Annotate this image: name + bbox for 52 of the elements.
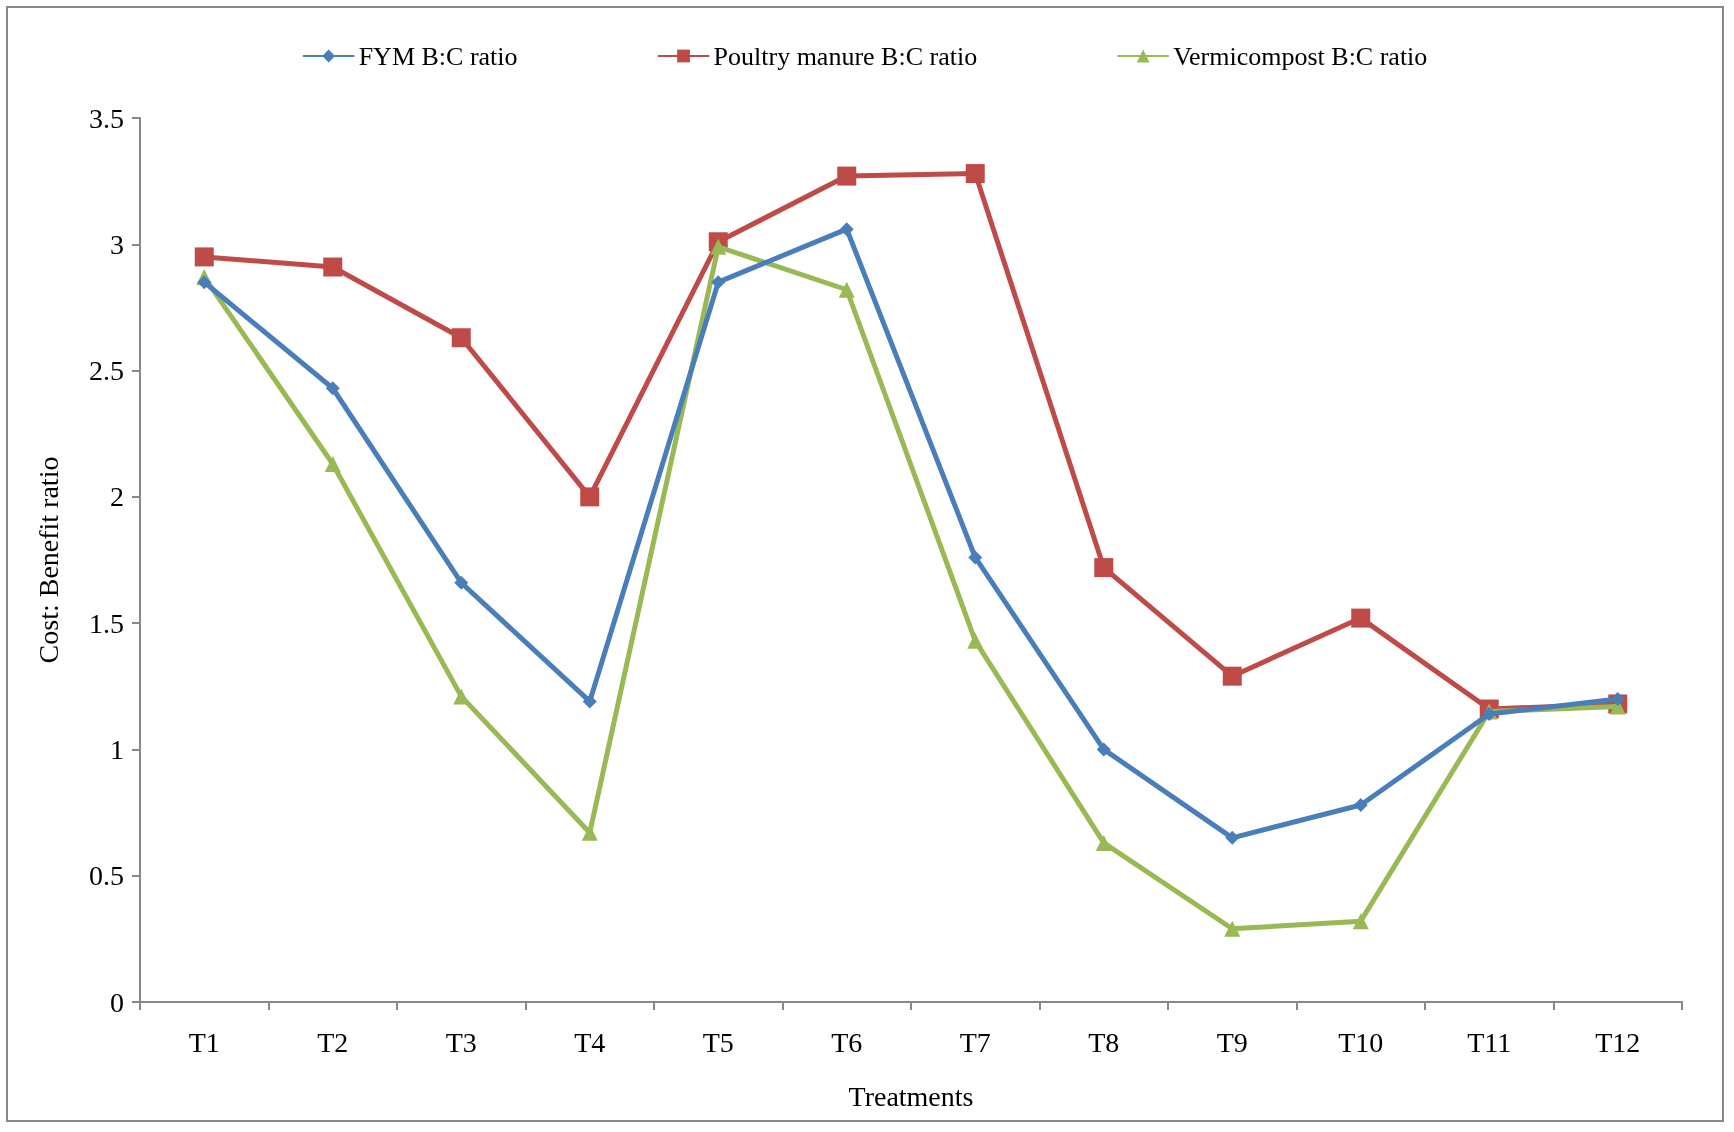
x-tick-label: T10 [1338,1026,1384,1058]
y-tick-label: 2 [110,481,124,513]
y-tick-label: 0 [110,986,124,1018]
point [839,222,854,237]
point [837,166,857,186]
point [1351,608,1371,628]
y-tick-label: 1 [110,733,124,765]
point [710,238,727,255]
x-tick-label: T9 [1216,1026,1248,1058]
point [967,632,984,649]
y-tick-label: 2.5 [89,355,124,387]
y-tick-label: 3 [110,228,124,260]
y-axis-title: Cost: Benefit ratio [32,456,64,664]
point [965,164,985,184]
point [1352,913,1369,930]
y-tick-label: 3.5 [89,102,124,134]
point [838,281,855,298]
x-tick-label: T4 [574,1026,606,1058]
x-tick-label: T11 [1467,1026,1512,1058]
point [451,328,471,348]
y-tick-label: 1.5 [89,607,124,639]
x-tick-label: T12 [1595,1026,1641,1058]
legend-label: Poultry manure B:C ratio [713,41,978,71]
y-tick-label: 0.5 [89,860,124,892]
point [324,456,341,473]
legend-label: FYM B:C ratio [358,41,518,71]
point [1095,834,1112,851]
x-tick-label: T6 [831,1026,863,1058]
point [1225,830,1240,845]
point [1224,920,1241,937]
point [1096,742,1111,757]
point [194,247,214,267]
x-tick-label: T1 [188,1026,220,1058]
point [968,550,983,565]
point [197,275,212,290]
x-tick-label: T8 [1088,1026,1120,1058]
point [582,694,597,709]
x-tick-label: T2 [317,1026,349,1058]
point [1094,558,1114,578]
point [581,824,598,841]
x-tick-label: T7 [959,1026,991,1058]
x-axis-title: Treatments [848,1080,974,1112]
x-tick-label: T3 [445,1026,477,1058]
point [323,257,343,277]
point [1353,797,1368,812]
point [454,575,469,590]
point [580,487,600,507]
point [1222,666,1242,686]
x-tick-label: T5 [702,1026,734,1058]
point [711,275,726,290]
point [325,381,340,396]
legend-label: Vermicompost B:C ratio [1173,41,1428,71]
